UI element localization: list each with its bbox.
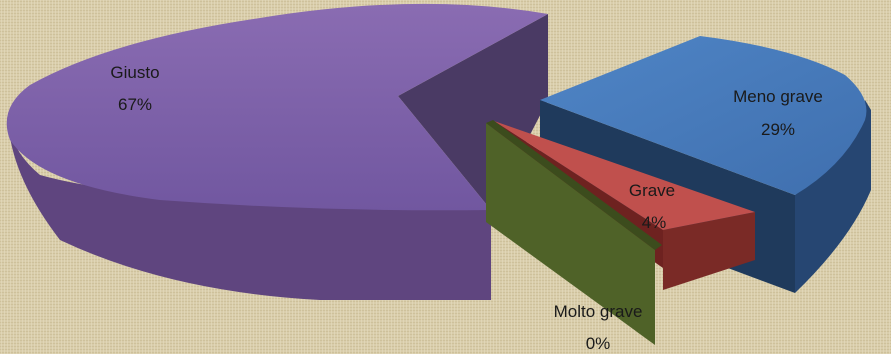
label-grave-value: 4% — [642, 213, 667, 232]
label-giusto-value: 67% — [118, 95, 152, 114]
slice-meno-grave-top — [540, 36, 867, 195]
slice-molto-grave — [486, 120, 662, 345]
label-grave-category: Grave — [629, 181, 675, 200]
slice-grave-top — [494, 121, 755, 230]
label-meno-grave-value: 29% — [761, 120, 795, 139]
slice-giusto — [6, 3, 548, 300]
label-meno-grave-category: Meno grave — [733, 87, 823, 106]
label-giusto-category: Giusto — [110, 63, 159, 82]
slice-grave-side — [663, 212, 755, 290]
slice-molto-grave-face — [486, 123, 655, 345]
slice-giusto-side — [8, 118, 491, 300]
label-molto-grave-value: 0% — [586, 334, 611, 353]
slice-molto-grave-edge — [486, 120, 662, 250]
slice-giusto-top — [6, 3, 548, 211]
slice-meno-grave-side — [795, 100, 871, 293]
label-molto-grave-category: Molto grave — [554, 302, 643, 321]
